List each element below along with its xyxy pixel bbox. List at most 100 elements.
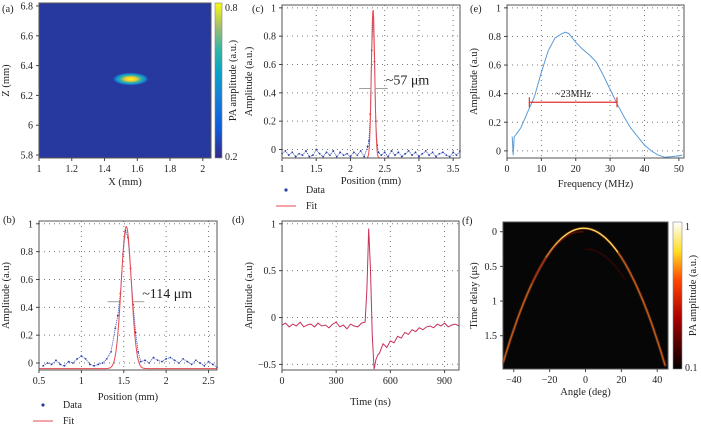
panel-label: (d) bbox=[232, 215, 245, 226]
x-axis-label: Position (mm) bbox=[341, 176, 402, 187]
data-point bbox=[318, 152, 321, 155]
panel-d: (d) 0 300 600 900 −0.5 0 0.5 1 Time (ns) Amplitude… bbox=[232, 215, 460, 408]
data-point bbox=[445, 154, 448, 157]
heatmap-background bbox=[503, 222, 668, 369]
x-tick-label: 1.8 bbox=[164, 164, 177, 175]
data-point bbox=[380, 154, 383, 157]
x-tick-label: 1.6 bbox=[131, 164, 144, 175]
plot-frame bbox=[281, 4, 461, 159]
weak-echo-arc bbox=[585, 248, 626, 280]
data-point bbox=[72, 362, 74, 364]
y-tick-label: 5.8 bbox=[21, 151, 34, 162]
x-tick-label: 1.4 bbox=[98, 164, 111, 175]
x-tick-label: 40 bbox=[652, 375, 662, 386]
panel-label: (b) bbox=[3, 215, 16, 226]
data-point bbox=[349, 155, 352, 158]
plot-frame bbox=[281, 220, 460, 371]
y-tick-label: 6.6 bbox=[21, 31, 34, 42]
x-tick-label: 2.5 bbox=[202, 376, 215, 387]
data-point bbox=[359, 150, 362, 152]
fit-curve bbox=[39, 225, 217, 370]
series-line bbox=[511, 31, 683, 158]
bandwidth-label: ~23MHz bbox=[555, 89, 592, 100]
data-point bbox=[88, 363, 91, 366]
colorbar bbox=[672, 221, 683, 370]
y-tick-label: 0 bbox=[28, 359, 33, 370]
data-point bbox=[137, 350, 140, 353]
data-point bbox=[55, 359, 57, 362]
data-point bbox=[322, 155, 324, 158]
data-point bbox=[144, 359, 146, 362]
data-point bbox=[148, 362, 151, 364]
data-point bbox=[298, 152, 301, 155]
data-point bbox=[394, 154, 396, 157]
data-line bbox=[42, 230, 218, 368]
panel-f: (f) −40 −20 0 20 40 0 0.5 1 1.5 Angle (deg) Time de… bbox=[462, 216, 699, 398]
data-point bbox=[161, 360, 163, 363]
legend-fit-label: Fit bbox=[63, 416, 74, 427]
y-tick-label: 0.2 bbox=[21, 331, 34, 342]
data-point bbox=[414, 151, 417, 154]
y-tick-label: 0.5 bbox=[264, 266, 277, 277]
data-point bbox=[97, 363, 100, 366]
data-point bbox=[301, 154, 304, 157]
data-point bbox=[421, 152, 424, 155]
data-point bbox=[294, 155, 297, 158]
data-point bbox=[190, 363, 193, 366]
data-point bbox=[407, 150, 410, 152]
data-point bbox=[424, 150, 427, 152]
x-tick-label: 30 bbox=[605, 164, 615, 175]
data-point bbox=[177, 362, 180, 364]
x-tick-label: −20 bbox=[542, 375, 558, 386]
data-point bbox=[339, 151, 342, 154]
data-point bbox=[438, 152, 441, 155]
data-point bbox=[63, 364, 66, 367]
x-tick-label: 0.5 bbox=[33, 376, 46, 387]
data-point bbox=[383, 151, 386, 154]
data-point bbox=[291, 151, 294, 154]
x-tick-label: 1.5 bbox=[310, 164, 323, 175]
x-tick-label: 0 bbox=[505, 164, 510, 175]
panel-label: (f) bbox=[462, 216, 473, 227]
y-tick-label: 0.8 bbox=[21, 247, 34, 258]
data-point bbox=[400, 155, 403, 158]
x-tick-label: 10 bbox=[536, 164, 546, 175]
data-point bbox=[325, 151, 328, 154]
y-axis-label: Amplitude (a.u) bbox=[244, 261, 255, 329]
y-tick-label: 0.6 bbox=[489, 61, 502, 72]
x-tick-label: 2.5 bbox=[378, 164, 391, 175]
plot-frame bbox=[506, 4, 685, 159]
plot-frame bbox=[38, 220, 218, 371]
x-axis-label: Position (mm) bbox=[98, 392, 159, 403]
y-tick-label: −0.5 bbox=[258, 360, 276, 371]
y-tick-label: 0 bbox=[496, 146, 501, 157]
x-tick-label: 2 bbox=[164, 376, 169, 387]
y-tick-label: 0.6 bbox=[264, 60, 277, 71]
x-tick-label: 1 bbox=[280, 164, 285, 175]
y-tick-label: 0.8 bbox=[264, 32, 277, 43]
y-tick-label: 0.4 bbox=[264, 88, 277, 99]
y-tick-label: 6 bbox=[28, 121, 33, 132]
x-tick-label: 1 bbox=[37, 164, 42, 175]
x-tick-label: 1 bbox=[79, 376, 84, 387]
data-point bbox=[435, 155, 437, 158]
y-tick-label: 1 bbox=[492, 297, 497, 308]
data-point bbox=[335, 155, 338, 158]
colorbar-max-label: 1 bbox=[685, 222, 690, 233]
series-line bbox=[281, 228, 460, 370]
data-point bbox=[308, 155, 311, 158]
x-tick-label: 3.5 bbox=[447, 164, 460, 175]
x-tick-label: 3 bbox=[416, 164, 421, 175]
y-tick-label: 0.5 bbox=[485, 262, 498, 273]
fit-curve bbox=[282, 9, 460, 159]
data-point bbox=[194, 359, 197, 362]
y-tick-label: 0.4 bbox=[21, 303, 34, 314]
x-tick-label: 1.5 bbox=[118, 376, 131, 387]
x-tick-label: 1.2 bbox=[66, 164, 79, 175]
data-point bbox=[169, 356, 172, 359]
data-point bbox=[101, 362, 104, 364]
data-point bbox=[207, 360, 210, 363]
data-point bbox=[84, 357, 87, 360]
data-point bbox=[366, 145, 369, 148]
